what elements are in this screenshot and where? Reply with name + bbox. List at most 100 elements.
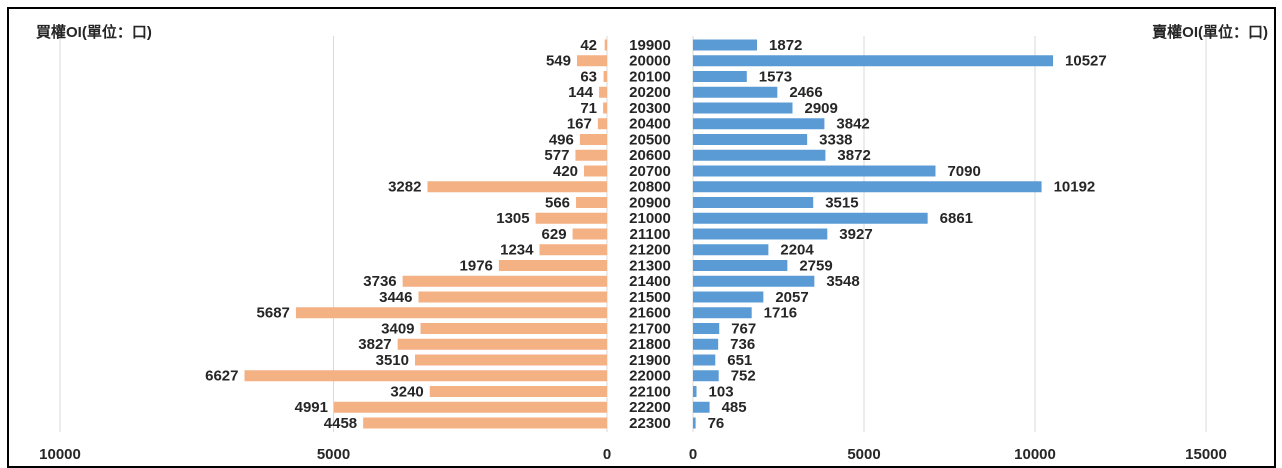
data-label: 144 [568, 84, 594, 101]
bar [693, 417, 696, 429]
data-label: 7090 [947, 163, 980, 180]
bar [693, 354, 716, 366]
category-label: 20200 [629, 84, 671, 101]
bar [397, 338, 607, 350]
category-label: 21000 [629, 210, 671, 227]
data-label: 2204 [780, 242, 814, 259]
bar [693, 165, 936, 177]
data-label: 566 [545, 194, 570, 211]
category-label: 22300 [629, 415, 671, 432]
bar [603, 71, 607, 82]
data-label: 3872 [837, 147, 870, 164]
data-label: 1872 [769, 37, 802, 54]
bar [693, 370, 719, 382]
category-label: 21500 [629, 289, 671, 306]
data-label: 1305 [496, 210, 529, 227]
data-label: 76 [708, 415, 725, 432]
bar [693, 291, 764, 303]
data-label: 3736 [363, 273, 396, 290]
data-label: 2466 [789, 84, 822, 101]
category-label: 21100 [630, 226, 671, 243]
bar [429, 386, 607, 397]
data-label: 420 [553, 163, 578, 180]
data-label: 63 [580, 68, 597, 85]
x-tick-label: 0 [603, 446, 611, 463]
right-panel-label: 賣權OI(單位：口) [1152, 23, 1268, 41]
category-label: 20300 [629, 100, 671, 117]
category-label: 21200 [629, 242, 671, 259]
bar [576, 197, 607, 208]
data-label: 6861 [940, 210, 973, 227]
category-label: 21700 [629, 320, 671, 337]
category-label: 21400 [629, 273, 671, 290]
category-label: 21800 [629, 336, 671, 353]
category-label: 22000 [629, 368, 671, 385]
x-tick-label: 5000 [317, 446, 350, 463]
bar [575, 149, 607, 161]
bar [693, 260, 788, 271]
category-label: 20500 [629, 131, 671, 148]
bar [420, 323, 607, 334]
category-label: 20400 [629, 116, 671, 133]
x-tick-label: 10000 [39, 446, 81, 463]
data-label: 6627 [205, 368, 238, 385]
bar [693, 386, 697, 397]
bar [693, 86, 778, 98]
data-label: 2057 [775, 289, 808, 306]
x2-tick-label: 10000 [1014, 446, 1056, 463]
bar [693, 39, 758, 51]
chart-frame [7, 7, 1276, 468]
data-label: 10192 [1054, 179, 1096, 196]
bar [693, 102, 793, 114]
category-label: 21600 [629, 305, 671, 322]
bar [576, 55, 607, 67]
category-label: 20600 [629, 147, 671, 164]
data-label: 3842 [836, 116, 869, 133]
data-label: 3927 [839, 226, 872, 243]
bar [597, 118, 607, 130]
category-label: 20100 [629, 68, 671, 85]
data-label: 3282 [388, 179, 421, 196]
data-label: 3827 [358, 336, 391, 353]
data-label: 549 [546, 53, 571, 70]
data-label: 10527 [1065, 53, 1107, 70]
bar [418, 291, 607, 303]
category-label: 21900 [629, 352, 671, 369]
bar [427, 181, 607, 193]
bar [693, 275, 815, 287]
x2-tick-label: 5000 [847, 446, 880, 463]
category-label: 22200 [629, 399, 671, 416]
bar [535, 212, 607, 224]
data-label: 3409 [381, 320, 414, 337]
data-label: 2909 [804, 100, 837, 117]
bar [333, 401, 607, 413]
bar [363, 417, 607, 429]
data-label: 42 [580, 37, 597, 54]
data-label: 2759 [799, 257, 832, 274]
bar [693, 307, 752, 319]
data-label: 4991 [295, 399, 328, 416]
data-label: 496 [549, 131, 574, 148]
data-label: 71 [580, 100, 597, 117]
bar [572, 228, 607, 240]
bar [693, 149, 826, 161]
bar [604, 39, 607, 51]
data-label: 767 [731, 320, 756, 337]
bar [693, 244, 769, 256]
bar [599, 86, 607, 98]
bar [693, 197, 814, 208]
data-label: 5687 [257, 305, 290, 322]
bar [295, 307, 607, 319]
data-label: 752 [731, 368, 756, 385]
bar [693, 71, 747, 82]
data-label: 3446 [379, 289, 412, 306]
bar [584, 165, 607, 177]
data-label: 629 [542, 226, 567, 243]
bar [693, 55, 1054, 67]
data-label: 485 [722, 399, 747, 416]
data-label: 3338 [819, 131, 852, 148]
x2-tick-label: 0 [689, 446, 697, 463]
bar [244, 370, 607, 382]
bar [693, 181, 1042, 193]
